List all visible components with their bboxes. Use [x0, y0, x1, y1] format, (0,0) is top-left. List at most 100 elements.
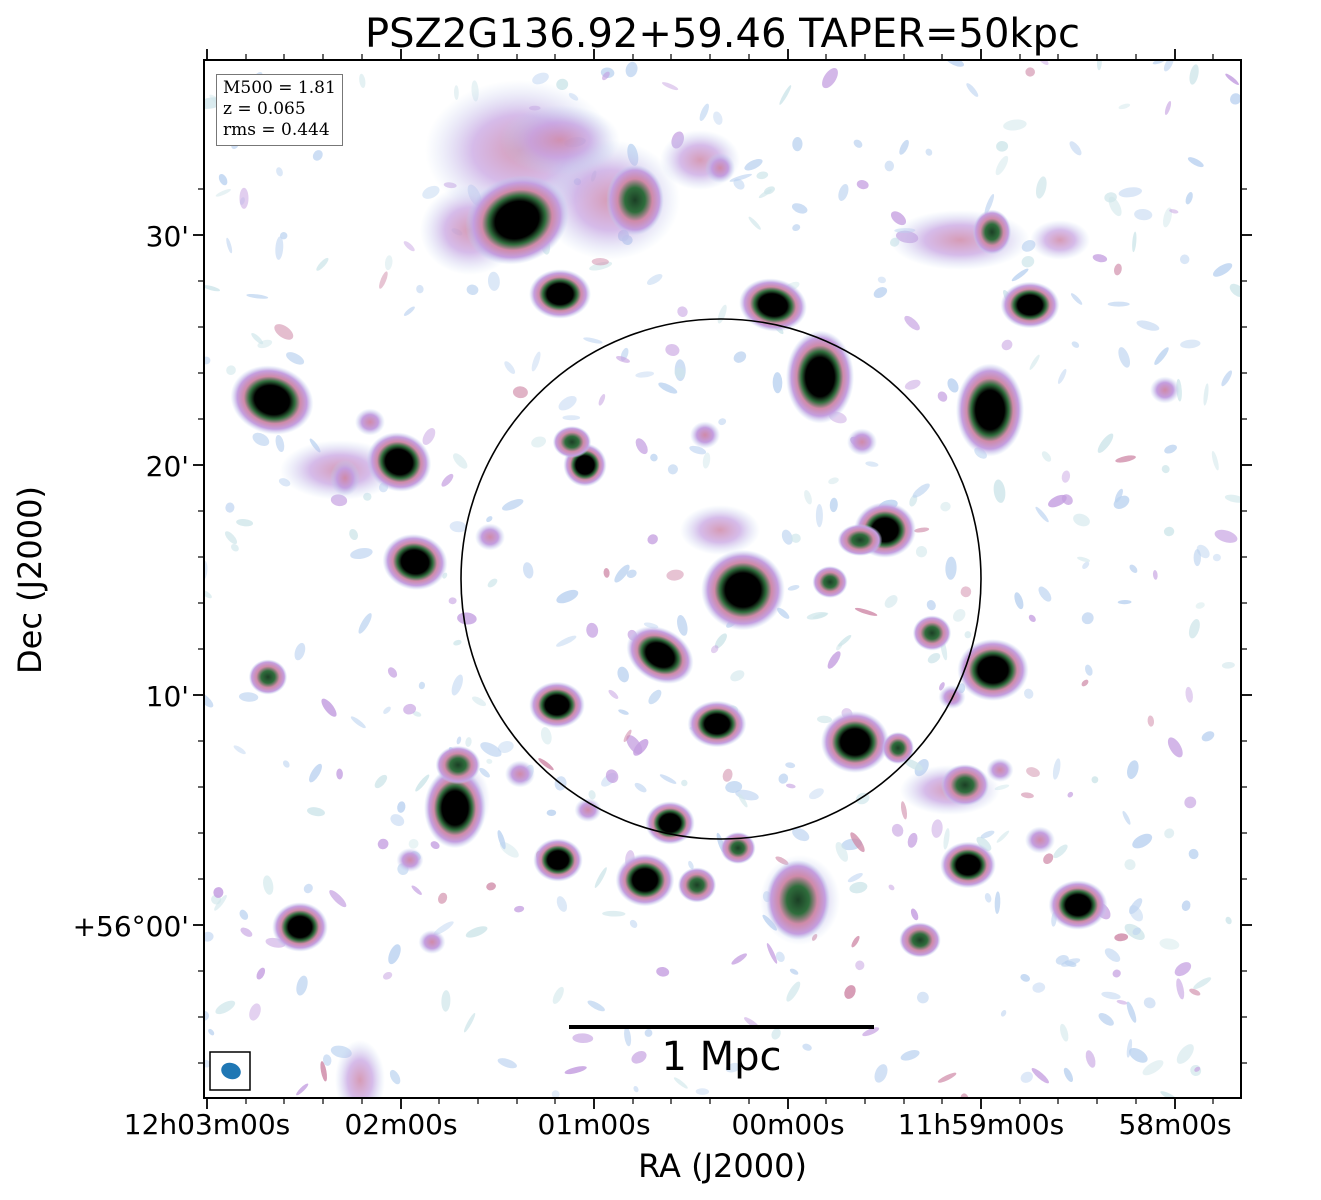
- noise-speckle: [1029, 354, 1040, 370]
- noise-speckle: [1073, 513, 1090, 527]
- noise-speckle: [457, 612, 477, 625]
- noise-speckle: [1224, 494, 1241, 503]
- noise-speckle: [403, 241, 415, 252]
- noise-speckle: [647, 534, 658, 545]
- noise-speckle: [449, 521, 467, 533]
- noise-speckle: [1069, 141, 1082, 156]
- noise-speckle: [230, 543, 239, 552]
- noise-speckle: [213, 887, 224, 898]
- noise-speckle: [903, 758, 923, 771]
- noise-speckle: [1194, 1066, 1201, 1072]
- noise-speckle: [1014, 592, 1024, 610]
- noise-speckle: [350, 547, 373, 560]
- noise-speckle: [730, 670, 745, 682]
- noise-speckle: [497, 1058, 517, 1069]
- noise-speckle: [849, 881, 868, 894]
- noise-speckle: [658, 382, 678, 394]
- noise-speckle: [1203, 383, 1209, 406]
- noise-speckle: [856, 180, 869, 190]
- noise-speckle: [1225, 73, 1239, 85]
- noise-speckle: [822, 68, 838, 89]
- radio-source: [615, 853, 675, 907]
- noise-speckle: [1052, 758, 1061, 780]
- noise-speckle: [215, 188, 231, 197]
- noise-speckle: [647, 274, 663, 285]
- noise-speckle: [980, 830, 995, 839]
- noise-speckle: [1143, 997, 1156, 1009]
- noise-speckle: [644, 1029, 653, 1037]
- radio-source: [912, 615, 952, 651]
- noise-speckle: [1064, 960, 1077, 967]
- noise-speckle: [321, 698, 337, 717]
- noise-speckle: [252, 432, 270, 447]
- noise-speckle: [996, 830, 1010, 843]
- noise-speckle: [1126, 1039, 1133, 1058]
- x-tick-label: 12h03m00s: [123, 1108, 291, 1141]
- noise-speckle: [836, 642, 843, 651]
- noise-speckle: [772, 372, 783, 394]
- radio-source: [972, 209, 1012, 255]
- noise-speckle: [208, 1028, 215, 1036]
- noise-speckle: [397, 801, 406, 813]
- noise-speckle: [451, 674, 463, 696]
- noise-speckle: [438, 892, 448, 904]
- radio-source: [1048, 880, 1108, 930]
- noise-speckle: [226, 365, 236, 376]
- noise-speckle: [463, 1013, 476, 1033]
- noise-speckle: [453, 639, 462, 646]
- scale-bar-label: 1 Mpc: [661, 1034, 782, 1080]
- noise-speckle: [1164, 101, 1172, 115]
- noise-speckle: [633, 1085, 639, 1093]
- noise-speckle: [336, 768, 343, 780]
- x-tick-label: 58m00s: [1118, 1108, 1232, 1141]
- noise-speckle: [1124, 859, 1136, 871]
- noise-speckle: [233, 745, 246, 755]
- noise-speckle: [1077, 556, 1091, 562]
- noise-speckle: [966, 83, 979, 97]
- noise-speckle: [873, 287, 888, 298]
- radio-source: [687, 700, 747, 748]
- noise-speckle: [943, 828, 950, 850]
- noise-speckle: [617, 666, 629, 683]
- noise-speckle: [224, 531, 238, 545]
- noise-speckle: [1160, 1091, 1178, 1098]
- radio-source: [248, 659, 288, 695]
- radio-source: [552, 426, 592, 458]
- noise-speckle: [350, 716, 366, 729]
- noise-speckle: [583, 337, 603, 344]
- noise-speckle: [710, 645, 719, 654]
- noise-speckle: [1188, 848, 1199, 860]
- noise-speckle: [900, 801, 908, 820]
- noise-speckle: [588, 790, 596, 800]
- noise-speckle: [945, 556, 957, 580]
- noise-speckle: [1117, 599, 1132, 605]
- noise-speckle: [312, 150, 323, 161]
- noise-speckle: [523, 562, 534, 579]
- noise-speckle: [1161, 465, 1170, 474]
- noise-speckle: [828, 477, 839, 485]
- noise-speckle: [891, 823, 904, 837]
- noise-speckle: [667, 464, 678, 475]
- noise-speckle: [1061, 470, 1071, 483]
- noise-speckle: [624, 1026, 632, 1047]
- noise-speckle: [1057, 368, 1067, 384]
- radio-source: [330, 460, 360, 496]
- noise-speckle: [993, 479, 1006, 503]
- noise-speckle: [789, 968, 799, 975]
- noise-speckle: [275, 236, 284, 260]
- noise-speckle: [804, 489, 812, 505]
- noise-speckle: [552, 986, 564, 1004]
- radio-source: [720, 832, 756, 864]
- noise-speckle: [572, 1033, 594, 1044]
- radio-source: [785, 330, 855, 424]
- diffuse-blob: [500, 105, 620, 175]
- noise-speckle: [276, 167, 283, 177]
- noise-speckle: [1195, 602, 1205, 609]
- noise-speckle: [441, 473, 454, 487]
- noise-speckle: [556, 896, 568, 912]
- noise-speckle: [1098, 1013, 1114, 1026]
- noise-speckle: [204, 285, 221, 292]
- noise-speckle: [1163, 526, 1175, 537]
- noise-speckle: [531, 351, 541, 372]
- noise-speckle: [1128, 1048, 1148, 1063]
